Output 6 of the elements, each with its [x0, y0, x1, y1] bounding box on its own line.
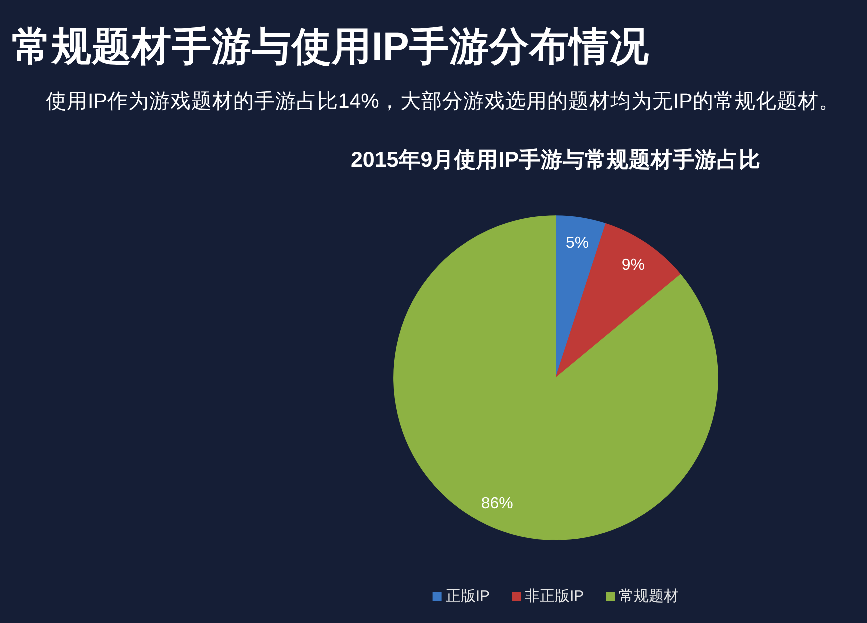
legend-label: 常规题材 — [619, 588, 680, 605]
legend-label: 非正版IP — [525, 588, 584, 605]
legend-label: 正版IP — [446, 588, 490, 605]
subtitle: 使用IP作为游戏题材的手游占比14%，大部分游戏选用的题材均为无IP的常规化题材。 — [46, 90, 840, 113]
annotation: 2015年9月使用IP手游与常规题材手游占比 — [350, 148, 762, 172]
title: 常规题材手游与使用IP手游分布情况 — [12, 25, 650, 69]
